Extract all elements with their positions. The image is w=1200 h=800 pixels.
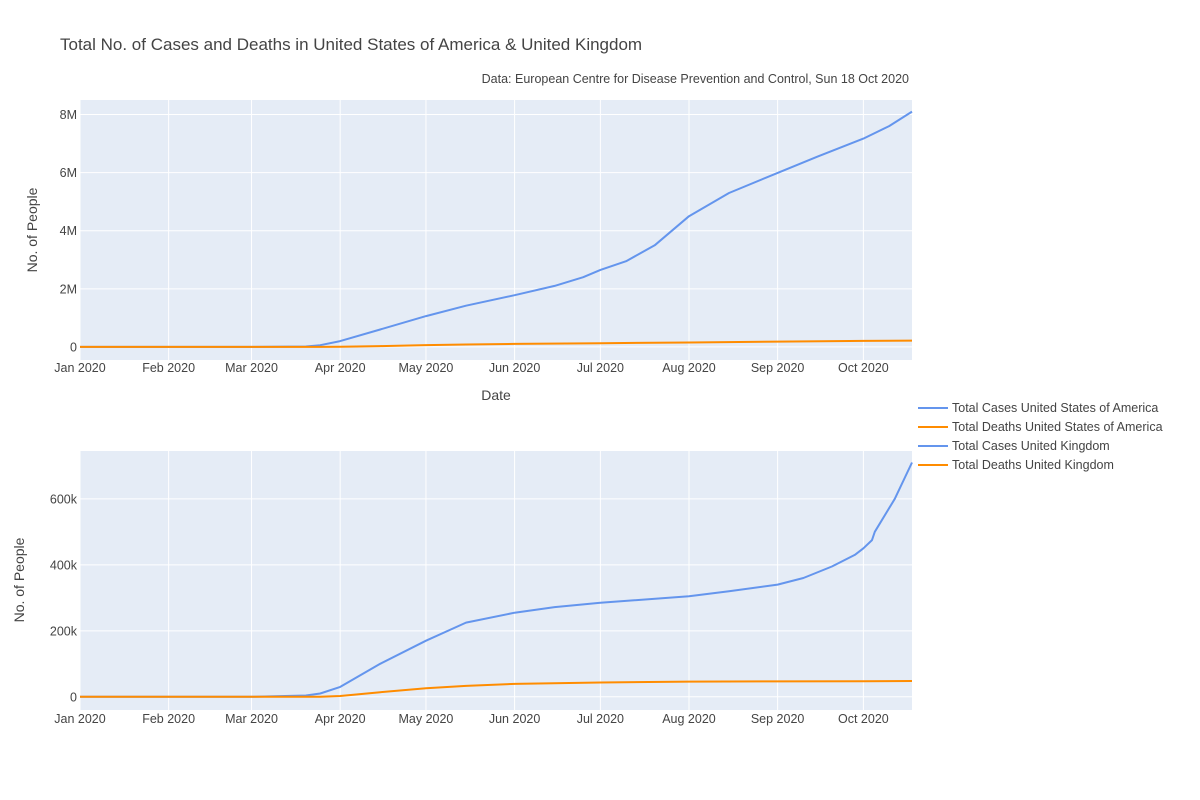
plot-area-us: [80, 100, 912, 360]
x-tick-label-us-7: Aug 2020: [662, 361, 716, 375]
y-tick-label-us-0: 0: [70, 340, 77, 354]
legend-label-uk-deaths: Total Deaths United Kingdom: [952, 458, 1114, 472]
y-tick-labels-uk: 0 200k 400k 600k: [50, 492, 78, 704]
x-tick-label-us-5: Jun 2020: [489, 361, 540, 375]
y-axis-title-uk: No. of People: [11, 537, 27, 622]
y-tick-label-us-2: 4M: [60, 224, 77, 238]
x-tick-label-us-0: Jan 2020: [54, 361, 105, 375]
x-tick-label-uk-2: Mar 2020: [225, 712, 278, 726]
legend-label-us-cases: Total Cases United States of America: [952, 401, 1158, 415]
x-tick-labels-us: Jan 2020 Feb 2020 Mar 2020 Apr 2020 May 2020…: [54, 361, 889, 375]
legend-item-uk-deaths[interactable]: Total Deaths United Kingdom: [918, 458, 1114, 472]
x-tick-label-uk-6: Jul 2020: [577, 712, 624, 726]
x-tick-label-uk-4: May 2020: [398, 712, 453, 726]
legend-item-us-deaths[interactable]: Total Deaths United States of America: [918, 420, 1163, 434]
y-tick-label-us-4: 8M: [60, 108, 77, 122]
legend-item-us-cases[interactable]: Total Cases United States of America: [918, 401, 1158, 415]
x-tick-label-uk-8: Sep 2020: [751, 712, 805, 726]
legend-label-uk-cases: Total Cases United Kingdom: [952, 439, 1110, 453]
legend: Total Cases United States of America Tot…: [918, 401, 1163, 472]
series-group-uk: [80, 462, 913, 698]
x-tick-label-uk-9: Oct 2020: [838, 712, 889, 726]
plot-area-uk: [80, 451, 912, 710]
x-tick-label-us-1: Feb 2020: [142, 361, 195, 375]
x-tick-label-uk-5: Jun 2020: [489, 712, 540, 726]
x-tick-label-us-4: May 2020: [398, 361, 453, 375]
x-tick-labels-uk: Jan 2020 Feb 2020 Mar 2020 Apr 2020 May 2020…: [54, 712, 889, 726]
legend-label-us-deaths: Total Deaths United States of America: [952, 420, 1163, 434]
gridlines-uk: [79, 451, 912, 710]
series-line-uk-deaths[interactable]: [80, 680, 913, 698]
x-tick-label-uk-7: Aug 2020: [662, 712, 716, 726]
y-tick-label-uk-0: 0: [70, 690, 77, 704]
series-line-uk-cases[interactable]: [80, 462, 913, 698]
x-tick-label-uk-0: Jan 2020: [54, 712, 105, 726]
chart-subtitle: Data: European Centre for Disease Preven…: [482, 72, 909, 86]
x-tick-label-us-6: Jul 2020: [577, 361, 624, 375]
chart-title: Total No. of Cases and Deaths in United …: [60, 35, 642, 54]
series-line-us-cases[interactable]: [80, 110, 913, 348]
y-tick-labels-us: 0 2M 4M 6M 8M: [60, 108, 77, 354]
legend-item-uk-cases[interactable]: Total Cases United Kingdom: [918, 439, 1110, 453]
y-tick-label-uk-2: 400k: [50, 558, 78, 572]
series-group-us: [80, 110, 913, 348]
y-tick-label-uk-3: 600k: [50, 492, 78, 506]
subplot-us: Jan 2020 Feb 2020 Mar 2020 Apr 2020 May 2020…: [24, 100, 913, 403]
x-tick-label-uk-1: Feb 2020: [142, 712, 195, 726]
y-tick-label-us-3: 6M: [60, 166, 77, 180]
y-tick-label-us-1: 2M: [60, 282, 77, 296]
x-tick-label-us-3: Apr 2020: [315, 361, 366, 375]
series-line-us-deaths[interactable]: [80, 339, 913, 348]
y-axis-title-us: No. of People: [24, 187, 40, 272]
x-tick-label-us-8: Sep 2020: [751, 361, 805, 375]
x-tick-label-uk-3: Apr 2020: [315, 712, 366, 726]
x-axis-title-us: Date: [481, 387, 511, 403]
y-tick-label-uk-1: 200k: [50, 624, 78, 638]
x-tick-label-us-2: Mar 2020: [225, 361, 278, 375]
x-tick-label-us-9: Oct 2020: [838, 361, 889, 375]
subplot-uk: Jan 2020 Feb 2020 Mar 2020 Apr 2020 May 2020…: [11, 451, 913, 726]
